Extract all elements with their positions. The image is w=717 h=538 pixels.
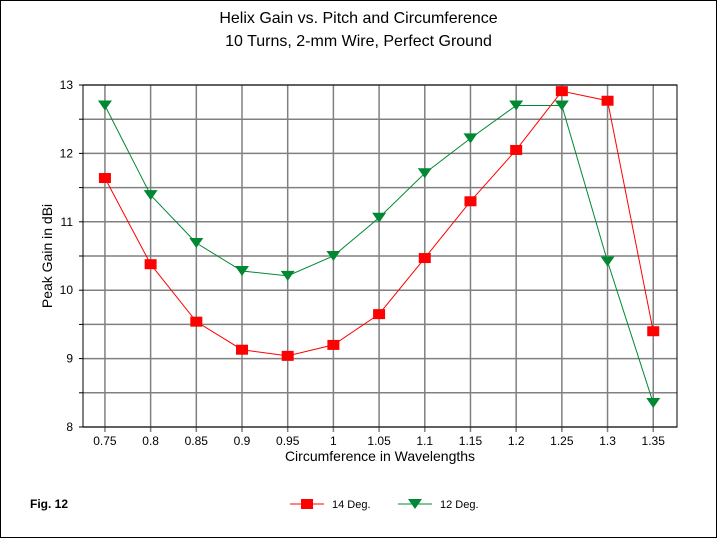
legend-label: 12 Deg. — [440, 499, 479, 511]
legend-label: 14 Deg. — [332, 499, 371, 511]
triangle-marker — [554, 100, 569, 111]
y-tick-label: 8 — [66, 420, 73, 434]
triangle-marker — [97, 100, 112, 111]
x-tick-label: 0.95 — [276, 434, 300, 448]
triangle-marker — [280, 270, 295, 281]
triangle-marker — [600, 256, 615, 267]
tick-labels: 8 9 10 11 12 13 0.75 0.8 0.85 0.9 0.95 1 1.05 1.1 1.15… — [60, 78, 666, 448]
x-tick-label: 1.05 — [367, 434, 391, 448]
square-marker — [301, 499, 313, 509]
square-marker — [98, 173, 111, 184]
square-marker — [418, 253, 431, 264]
x-tick-label: 0.75 — [93, 434, 117, 448]
triangle-marker — [189, 238, 204, 249]
triangle-marker — [326, 251, 341, 261]
x-tick-label: 1.15 — [459, 434, 483, 448]
square-marker — [327, 339, 340, 350]
triangle-marker — [509, 100, 524, 111]
series-group — [97, 86, 661, 409]
y-tick-label: 11 — [61, 215, 74, 229]
square-marker — [373, 309, 386, 320]
x-tick-label: 0.9 — [234, 434, 251, 448]
chart-title: Helix Gain vs. Pitch and Circumference — [219, 10, 498, 27]
square-marker — [464, 196, 477, 207]
x-tick-label: 1.1 — [416, 434, 433, 448]
grid — [79, 84, 677, 432]
square-marker — [281, 350, 294, 361]
figure-label: Fig. 12 — [30, 497, 69, 511]
x-tick-label: 1.35 — [642, 434, 666, 448]
plot-border — [82, 84, 678, 428]
square-marker — [144, 259, 157, 270]
triangle-marker — [463, 133, 478, 144]
square-marker — [601, 95, 614, 106]
triangle-marker — [143, 190, 158, 201]
square-marker — [555, 86, 568, 97]
legend: 14 Deg. 12 Deg. — [290, 499, 479, 511]
x-tick-label: 1.2 — [508, 434, 525, 448]
y-tick-label: 12 — [60, 146, 74, 160]
x-tick-label: 0.85 — [185, 434, 209, 448]
triangle-marker — [646, 398, 661, 409]
y-tick-label: 10 — [60, 283, 74, 297]
x-tick-label: 1.3 — [599, 434, 616, 448]
x-tick-label: 0.8 — [142, 434, 159, 448]
x-tick-label: 1 — [330, 434, 337, 448]
triangle-marker — [417, 168, 432, 179]
square-marker — [190, 316, 203, 327]
y-tick-label: 13 — [60, 78, 74, 92]
y-tick-label: 9 — [66, 352, 73, 366]
triangle-marker — [235, 266, 250, 277]
y-axis-label: Peak Gain in dBi — [39, 204, 55, 308]
chart-subtitle: 10 Turns, 2-mm Wire, Perfect Ground — [225, 33, 492, 50]
x-tick-label: 1.25 — [550, 434, 574, 448]
x-axis-label: Circumference in Wavelengths — [285, 448, 475, 464]
triangle-marker — [372, 212, 387, 223]
square-marker — [647, 326, 660, 337]
triangle-marker — [408, 499, 422, 509]
square-marker — [236, 344, 249, 355]
square-marker — [510, 144, 523, 155]
